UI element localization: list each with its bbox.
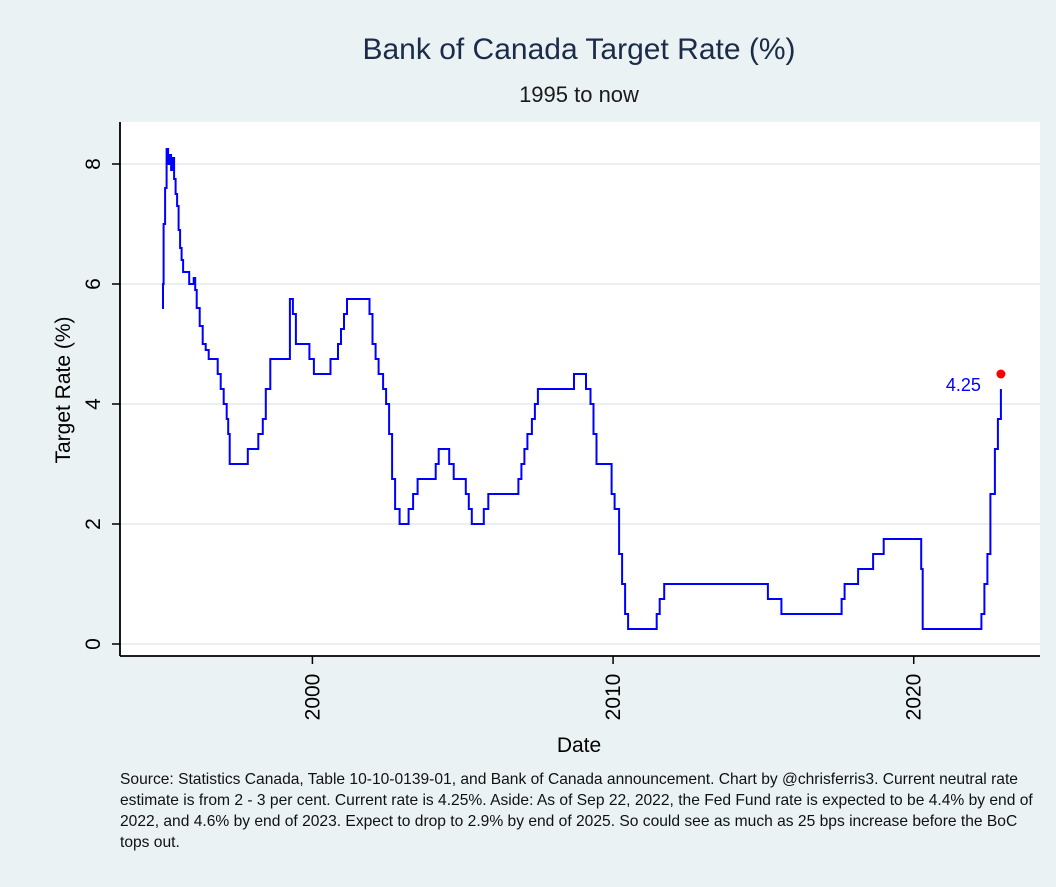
chart-subtitle: 1995 to now: [519, 82, 639, 107]
current-rate-label: 4.25: [946, 375, 981, 395]
y-tick-label: 8: [82, 158, 105, 170]
grid-lines: [120, 163, 1040, 645]
x-tick-label: 2010: [602, 674, 625, 721]
series-layer: [162, 148, 1002, 630]
y-tick-label: 0: [82, 638, 105, 650]
x-tick-label: 2020: [903, 674, 926, 721]
y-tick-label: 2: [82, 518, 105, 530]
source-note: Source: Statistics Canada, Table 10-10-0…: [120, 771, 1033, 851]
y-tick-label: 6: [82, 278, 105, 290]
rate-series-line: [162, 148, 1002, 630]
axes: 0 2 4 6 8 2000 2010 2020: [82, 122, 1040, 720]
projection-marker: [996, 369, 1006, 379]
y-tick-label: 4: [82, 398, 105, 410]
annotation-layer: 4.25: [946, 369, 1006, 395]
plot-area: [120, 122, 1040, 656]
y-axis-title: Target Rate (%): [52, 316, 75, 463]
chart-title: Bank of Canada Target Rate (%): [362, 33, 795, 66]
x-tick-label: 2000: [301, 674, 324, 721]
x-axis-title: Date: [557, 734, 601, 757]
